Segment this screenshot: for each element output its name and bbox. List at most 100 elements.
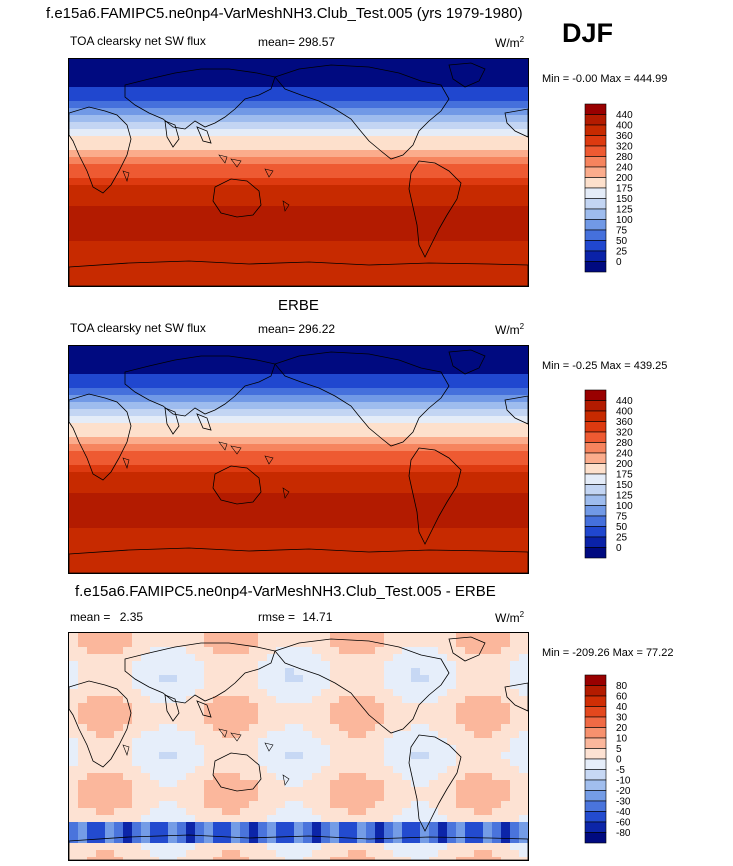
map-cell [393, 248, 403, 256]
panel1-units-text: W/m [495, 36, 520, 50]
map-cell [213, 374, 223, 382]
map-cell [132, 227, 142, 235]
map-cell [465, 829, 475, 837]
map-cell [456, 661, 466, 669]
map-cell [411, 437, 421, 445]
map-cell [96, 206, 106, 214]
coastline [218, 154, 228, 164]
map-cell [510, 360, 520, 368]
map-cell [69, 822, 79, 830]
map-cell [195, 402, 205, 410]
map-cell [96, 514, 106, 522]
map-cell [285, 465, 295, 473]
map-cell [456, 780, 466, 788]
map-cell [411, 423, 421, 431]
map-cell [510, 675, 520, 683]
map-cell [447, 822, 457, 830]
map-cell [195, 717, 205, 725]
map-cell [78, 129, 88, 137]
map-cell [204, 514, 214, 522]
map-cell [330, 633, 340, 641]
map-cell [393, 486, 403, 494]
map-cell [240, 815, 250, 823]
map-cell [186, 647, 196, 655]
map-cell [393, 157, 403, 165]
map-cell [249, 409, 259, 417]
map-cell [132, 479, 142, 487]
map-cell [267, 430, 277, 438]
map-cell [501, 143, 511, 151]
map-cell [222, 122, 232, 130]
map-cell [276, 675, 286, 683]
map-cell [510, 150, 520, 158]
map-cell [150, 661, 160, 669]
map-cell [447, 178, 457, 186]
map-cell [492, 213, 502, 221]
map-cell [294, 542, 304, 550]
map-cell [105, 157, 115, 165]
map-cell [87, 248, 97, 256]
map-cell [168, 255, 178, 263]
map-cell [402, 122, 412, 130]
map-cell [402, 794, 412, 802]
map-cell [78, 185, 88, 193]
panel3-heading: f.e15a6.FAMIPC5.ne0np4-VarMeshNH3.Club_T… [75, 583, 496, 600]
map-cell [177, 451, 187, 459]
map-cell [204, 738, 214, 746]
map-cell [69, 675, 79, 683]
map-cell [492, 640, 502, 648]
map-cell [492, 122, 502, 130]
map-cell [312, 213, 322, 221]
map-cell [375, 150, 385, 158]
map-cell [429, 675, 439, 683]
map-cell [168, 87, 178, 95]
map-cell [375, 500, 385, 508]
map-cell [204, 710, 214, 718]
map-cell [375, 724, 385, 732]
map-cell [87, 472, 97, 480]
map-cell [186, 94, 196, 102]
colorbar-swatch [584, 463, 607, 475]
map-cell [510, 87, 520, 95]
map-cell [321, 703, 331, 711]
map-cell [69, 234, 79, 242]
map-cell [96, 416, 106, 424]
map-cell [231, 563, 241, 571]
map-cell [357, 178, 367, 186]
map-cell [231, 829, 241, 837]
map-cell [267, 829, 277, 837]
map-cell [375, 108, 385, 116]
map-cell [483, 507, 493, 515]
map-cell [168, 556, 178, 564]
map-cell [384, 269, 394, 277]
map-cell [276, 129, 286, 137]
map-cell [240, 437, 250, 445]
map-cell [303, 738, 313, 746]
map-cell [123, 353, 133, 361]
map-cell [204, 136, 214, 144]
map-cell [447, 430, 457, 438]
map-cell [375, 752, 385, 760]
map-cell [249, 535, 259, 543]
map-cell [483, 738, 493, 746]
map-cell [231, 136, 241, 144]
map-cell [339, 388, 349, 396]
map-cell [510, 458, 520, 466]
map-cell [168, 710, 178, 718]
map-cell [420, 542, 430, 550]
map-cell [141, 241, 151, 249]
map-cell [96, 759, 106, 767]
map-cell [267, 374, 277, 382]
map-cell [186, 269, 196, 277]
map-cell [384, 115, 394, 123]
map-cell [321, 500, 331, 508]
map-cell [429, 717, 439, 725]
map-cell [330, 745, 340, 753]
map-cell [150, 528, 160, 536]
map-cell [456, 458, 466, 466]
map-cell [96, 549, 106, 557]
map-cell [510, 710, 520, 718]
map-cell [159, 192, 169, 200]
coastline [218, 441, 228, 451]
map-cell [393, 794, 403, 802]
